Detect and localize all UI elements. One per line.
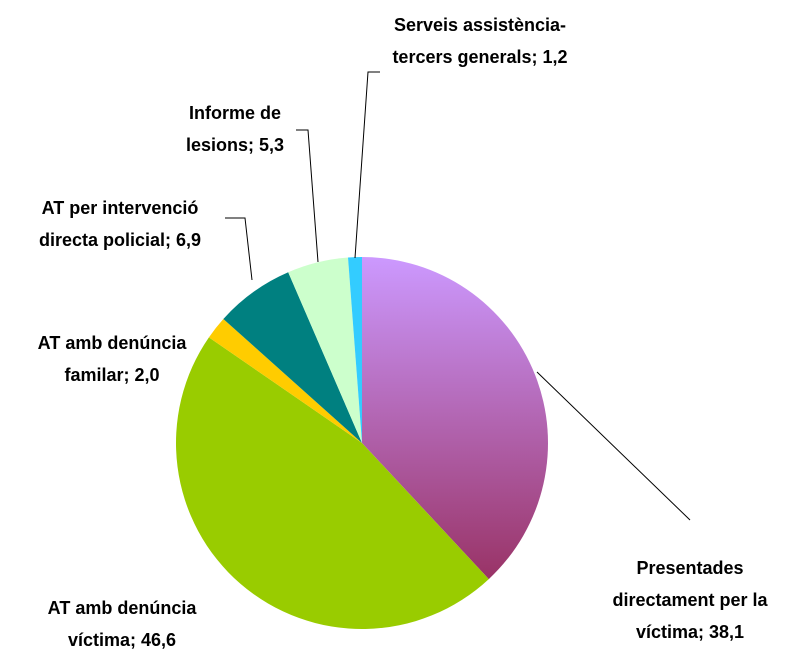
data-label: AT per intervenció directa policial; 6,9 — [38, 198, 202, 250]
leader-line — [296, 129, 319, 263]
pie-slice — [176, 337, 489, 629]
leader-line — [354, 71, 380, 259]
pie-slice — [223, 272, 362, 443]
pie-slice — [348, 257, 362, 443]
leader-line — [225, 217, 253, 281]
data-label: AT amb denúncia víctima; 46,6 — [47, 598, 197, 650]
data-label: Serveis assistència-tercers generals; 1,… — [392, 15, 568, 67]
data-label: Informe de lesions; 5,3 — [185, 103, 285, 155]
data-label: Presentades directament per la víctima; … — [612, 558, 768, 642]
leader-line — [536, 371, 691, 521]
pie-slice — [362, 257, 548, 580]
data-label: AT amb denúncia familar; 2,0 — [37, 333, 187, 385]
pie-slice — [288, 257, 362, 443]
pie-slice — [208, 319, 362, 443]
